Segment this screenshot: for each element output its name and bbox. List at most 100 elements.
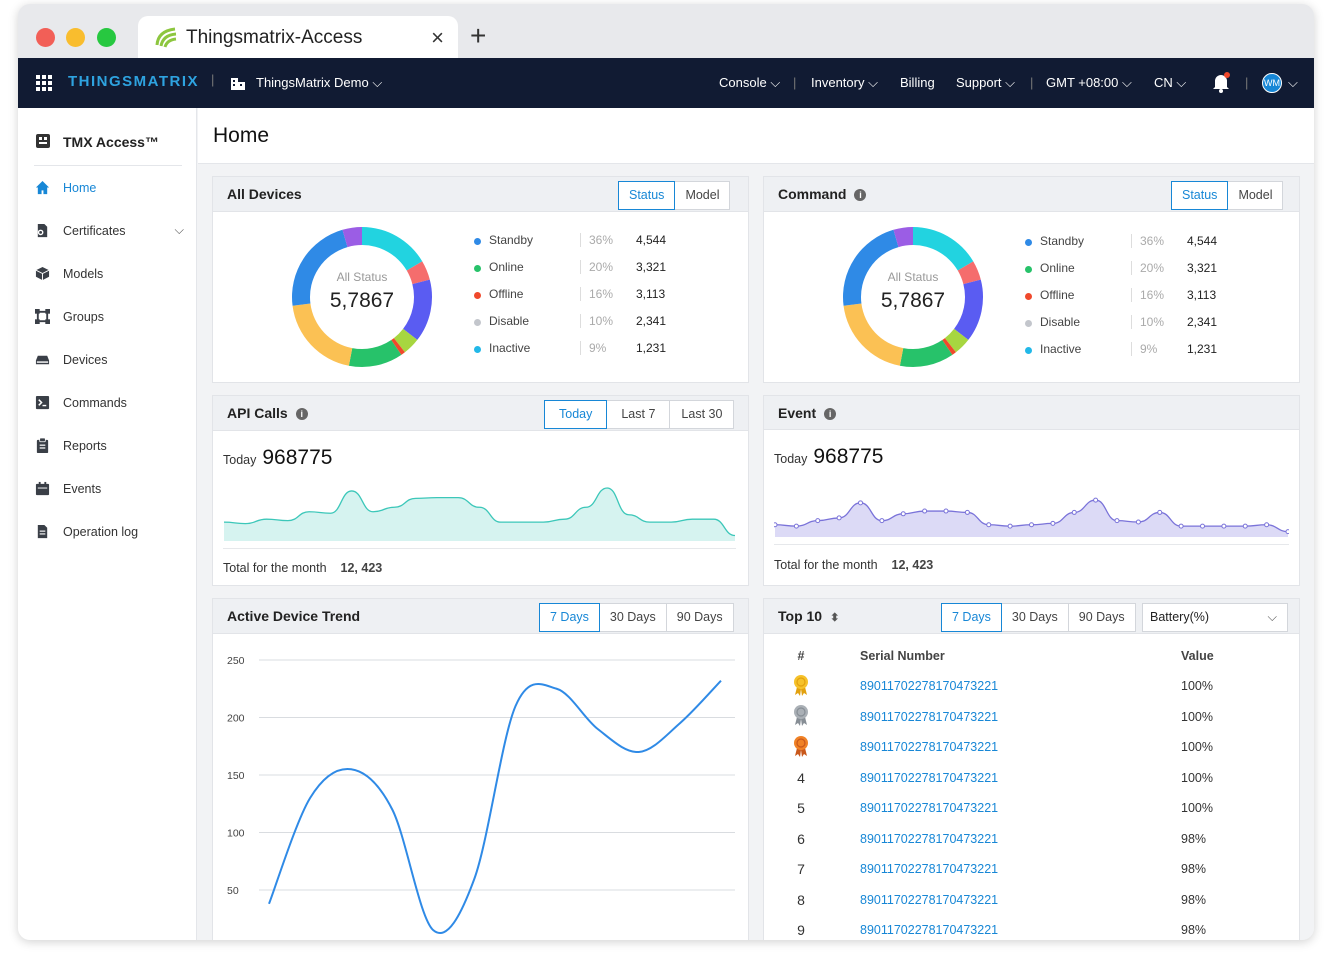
user-menu-chevron-icon[interactable]: ⌵ xyxy=(1288,75,1298,90)
table-header-row: # Serial Number Value xyxy=(778,649,1281,671)
sidebar-item-reports[interactable]: Reports xyxy=(34,436,184,458)
info-icon[interactable]: i xyxy=(824,408,837,420)
sidebar-item-models[interactable]: Models xyxy=(34,264,184,286)
sidebar-item-home[interactable]: Home xyxy=(34,178,184,200)
maximize-window-button[interactable] xyxy=(97,28,116,47)
legend-row: Disable 10% 2,341 xyxy=(1025,314,1285,334)
info-icon[interactable]: i xyxy=(854,189,867,201)
info-icon[interactable]: i xyxy=(295,408,308,420)
data-point xyxy=(1050,520,1056,526)
donut-segment xyxy=(913,227,974,271)
legend-row: Standby 36% 4,544 xyxy=(474,232,734,252)
nav-inventory-menu[interactable]: Inventory ⌵ xyxy=(811,75,878,90)
legend-swatch xyxy=(474,238,481,245)
table-row: 9 89011702278170473221 98% xyxy=(778,915,1281,940)
tab-today[interactable]: Today xyxy=(544,400,608,429)
tab-status[interactable]: Status xyxy=(1171,181,1229,210)
monthly-total: Total for the month 12, 423 xyxy=(223,561,382,575)
sidebar-item-commands[interactable]: Commands xyxy=(34,393,184,415)
sidebar-item-operation-log[interactable]: Operation log xyxy=(34,522,184,544)
serial-number-link[interactable]: 89011702278170473221 xyxy=(860,801,999,816)
data-point xyxy=(1157,509,1163,515)
legend-percent: 9% xyxy=(1131,342,1157,356)
today-value: 968775 xyxy=(262,446,333,469)
tab-30-days[interactable]: 30 Days xyxy=(1000,603,1069,632)
rank-cell: 9 xyxy=(778,915,824,940)
data-point xyxy=(815,518,821,524)
table-row: 89011702278170473221 100% xyxy=(778,671,1281,702)
rank-cell: 5 xyxy=(778,793,824,824)
sidebar-divider xyxy=(34,165,182,166)
tab-close-icon[interactable]: × xyxy=(431,25,444,50)
tab-90-days[interactable]: 90 Days xyxy=(1067,603,1136,632)
serial-number-link[interactable]: 89011702278170473221 xyxy=(860,740,999,755)
close-window-button[interactable] xyxy=(36,28,55,47)
legend-percent: 10% xyxy=(1131,315,1164,329)
legend-swatch xyxy=(1025,347,1032,354)
sidebar: TMX Access™ Home Certificates ⌵ Models G… xyxy=(18,108,197,940)
tab-status[interactable]: Status xyxy=(618,181,676,210)
serial-number-link[interactable]: 89011702278170473221 xyxy=(860,862,999,877)
legend-swatch xyxy=(1025,239,1032,246)
legend-name: Offline xyxy=(1040,288,1075,302)
y-tick-label: 150 xyxy=(227,770,245,782)
new-tab-icon[interactable]: + xyxy=(470,20,487,51)
notification-bell-icon[interactable] xyxy=(1211,72,1231,94)
serial-number-link[interactable]: 89011702278170473221 xyxy=(860,709,999,724)
column-header-value: Value xyxy=(1181,649,1214,663)
rank-cell: 6 xyxy=(778,824,824,855)
legend-percent: 36% xyxy=(1131,234,1164,248)
language-menu[interactable]: CN ⌵ xyxy=(1154,75,1187,90)
active-device-line-chart: 250 200 150 100 50 xyxy=(227,655,735,934)
tab-7-days[interactable]: 7 Days xyxy=(539,603,600,632)
sidebar-item-certificates[interactable]: Certificates ⌵ xyxy=(34,221,184,243)
card-title: Top 10 ⬍ xyxy=(778,608,839,624)
tab-7-days[interactable]: 7 Days xyxy=(941,603,1002,632)
monthly-total: Total for the month 12, 423 xyxy=(774,558,933,572)
nav-console-menu[interactable]: Console ⌵ xyxy=(719,75,781,90)
brand-logo[interactable]: THINGSMATRIX xyxy=(68,73,200,90)
serial-number-link[interactable]: 89011702278170473221 xyxy=(860,892,999,907)
tab-last-30[interactable]: Last 30 xyxy=(669,400,735,429)
minimize-window-button[interactable] xyxy=(66,28,85,47)
serial-number-link[interactable]: 89011702278170473221 xyxy=(860,831,999,846)
nav-support-menu[interactable]: Support ⌵ xyxy=(956,75,1016,90)
chevron-down-icon[interactable]: ⌵ xyxy=(174,223,184,237)
timezone-menu[interactable]: GMT +08:00 ⌵ xyxy=(1046,75,1132,90)
serial-number-link[interactable]: 89011702278170473221 xyxy=(860,679,999,694)
browser-tab[interactable]: Thingsmatrix-Access × xyxy=(138,16,458,58)
api-calls-card: API Calls i Today Last 7 Last 30 Today 968… xyxy=(212,395,749,586)
all-devices-view-toggle: Status Model xyxy=(618,181,731,210)
cube-icon xyxy=(35,266,50,281)
column-header-serial: Serial Number xyxy=(860,649,945,663)
table-row: 5 89011702278170473221 100% xyxy=(778,793,1281,824)
tab-last-7[interactable]: Last 7 xyxy=(606,400,671,429)
legend-percent: 10% xyxy=(580,314,613,328)
sidebar-item-devices[interactable]: Devices xyxy=(34,350,184,372)
sort-icon[interactable]: ⬍ xyxy=(830,612,840,624)
sidebar-item-label: Reports xyxy=(63,439,107,453)
user-avatar[interactable]: WM xyxy=(1262,73,1282,93)
tab-title: Thingsmatrix-Access xyxy=(186,27,363,48)
serial-number-link[interactable]: 89011702278170473221 xyxy=(860,923,999,938)
serial-cell: 89011702278170473221 xyxy=(824,732,1181,763)
apps-grid-icon[interactable] xyxy=(36,75,52,91)
data-point xyxy=(922,508,928,514)
sidebar-item-groups[interactable]: Groups xyxy=(34,307,184,329)
tab-30-days[interactable]: 30 Days xyxy=(598,603,667,632)
table-row: 7 89011702278170473221 98% xyxy=(778,854,1281,885)
silver-medal-icon xyxy=(794,705,808,727)
nav-billing-link[interactable]: Billing xyxy=(900,75,935,90)
sidebar-item-label: Commands xyxy=(63,396,127,410)
legend-row: Online 20% 3,321 xyxy=(1025,260,1285,280)
metric-select[interactable]: Battery(%) ⌵ xyxy=(1142,603,1288,632)
rank-cell: 4 xyxy=(778,763,824,794)
sidebar-item-events[interactable]: Events xyxy=(34,479,184,501)
org-name: ThingsMatrix Demo xyxy=(256,75,369,90)
tab-model[interactable]: Model xyxy=(674,181,731,210)
tab-90-days[interactable]: 90 Days xyxy=(665,603,734,632)
serial-number-link[interactable]: 89011702278170473221 xyxy=(860,770,999,785)
top10-table: # Serial Number Value 890117022781704732… xyxy=(778,649,1281,940)
tab-model[interactable]: Model xyxy=(1227,181,1284,210)
org-switcher[interactable]: ThingsMatrix Demo ⌵ xyxy=(256,75,383,90)
